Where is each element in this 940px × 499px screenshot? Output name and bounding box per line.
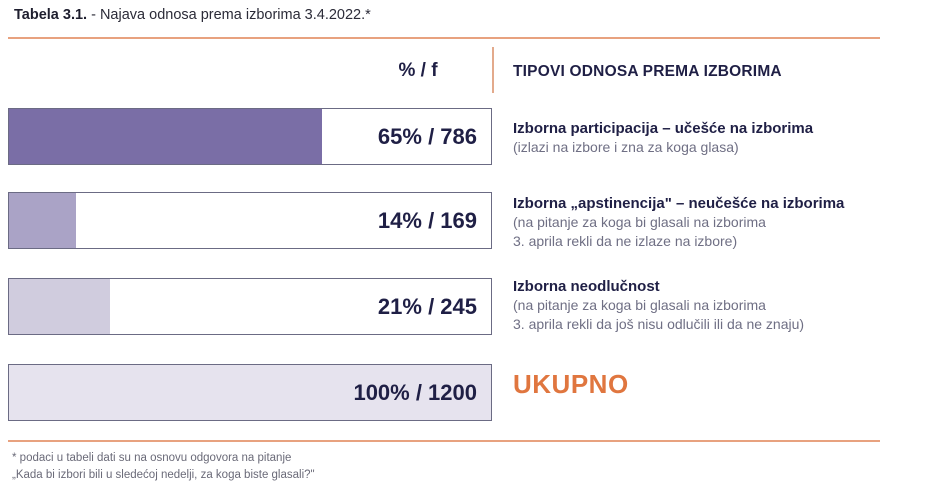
row-description-participation: Izborna participacija – učešće na izbori… — [513, 119, 923, 157]
row-description-undecided: Izborna neodlučnost (na pitanje za koga … — [513, 277, 923, 334]
bar-participation: 65% / 786 — [8, 108, 492, 165]
row-note: 3. aprila rekli da još nisu odlučili ili… — [513, 316, 805, 332]
value-column-header: % / f — [398, 60, 438, 81]
bar-fill-abstinence — [9, 193, 77, 248]
total-label: UKUPNO — [513, 369, 629, 399]
row-note: (na pitanje za koga bi glasali na izbori… — [513, 214, 766, 230]
table-title: - Najava odnosa prema izborima 3.4.2022.… — [87, 7, 371, 23]
bar-value-label: 14% / 169 — [377, 207, 477, 233]
row-title: Izborna neodlučnost — [513, 278, 660, 295]
top-divider — [8, 37, 880, 39]
bar-value-label: 21% / 245 — [377, 293, 477, 319]
footnote-line: * podaci u tabeli dati su na osnovu odgo… — [12, 452, 292, 464]
row-note: (na pitanje za koga bi glasali na izbori… — [513, 297, 766, 313]
table-caption: Tabela 3.1. - Najava odnosa prema izbori… — [14, 7, 371, 23]
row-description-abstinence: Izborna „apstinencija" – neučešće na izb… — [513, 194, 923, 251]
bar-total: 100% / 1200 — [8, 364, 492, 421]
footnote-line: „Kada bi izbori bili u sledećoj nedelji,… — [12, 469, 315, 481]
row-note: 3. aprila rekli da ne izlaze na izbore) — [513, 233, 738, 249]
row-note: (izlazi na izbore i zna za koga glasa) — [513, 139, 739, 155]
bar-value-label: 65% / 786 — [377, 123, 477, 149]
header-divider — [492, 47, 494, 93]
footnote: * podaci u tabeli dati su na osnovu odgo… — [12, 450, 315, 484]
bar-value-label: 100% / 1200 — [353, 379, 477, 405]
bar-undecided: 21% / 245 — [8, 278, 492, 335]
type-column-header: TIPOVI ODNOSA PREMA IZBORIMA — [513, 63, 782, 80]
row-title: Izborna participacija – učešće na izbori… — [513, 120, 814, 137]
bar-abstinence: 14% / 169 — [8, 192, 492, 249]
bottom-divider — [8, 440, 880, 442]
table-number: Tabela 3.1. — [14, 7, 88, 23]
bar-fill-undecided — [9, 279, 111, 334]
bar-fill-participation — [9, 109, 323, 164]
bar-fill-total — [9, 365, 491, 420]
row-title: Izborna „apstinencija" – neučešće na izb… — [513, 195, 845, 212]
